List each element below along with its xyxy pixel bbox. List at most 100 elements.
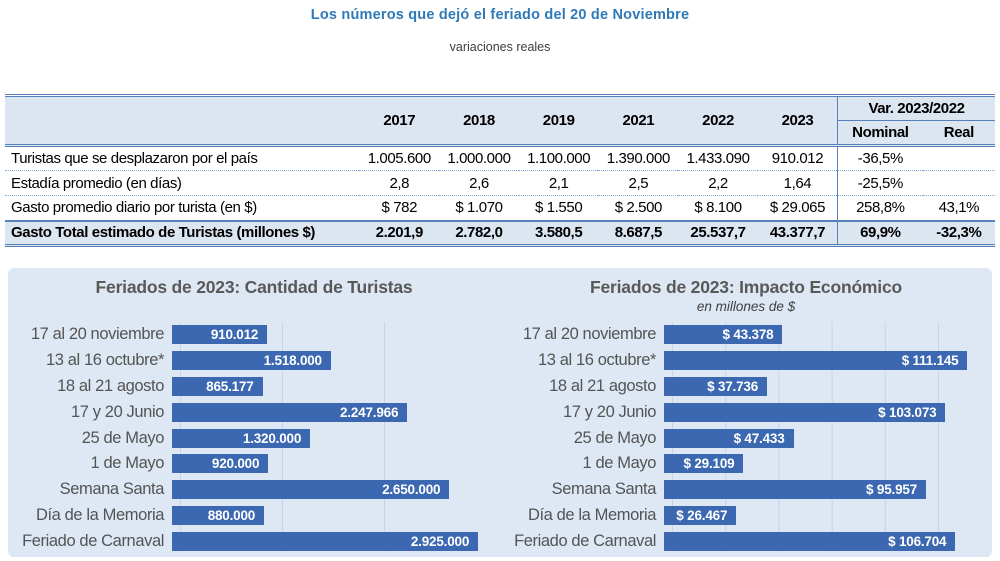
bar-value-label: 2.650.000 <box>382 482 441 498</box>
chart-rows: 17 al 20 noviembre 910.012 13 al 16 octu… <box>8 322 500 554</box>
cell-value: 43,1% <box>922 195 995 221</box>
cell-value: 2.201,9 <box>359 219 440 247</box>
category-label: Día de la Memoria <box>527 505 656 524</box>
chart-row: 13 al 16 octubre* $ 111.145 <box>500 348 992 374</box>
bar-value-label: $ 37.736 <box>707 378 759 394</box>
bar-track: 880.000 <box>172 505 486 525</box>
bar-value-label: 920.000 <box>211 456 260 472</box>
bar-track: $ 111.145 <box>664 351 978 371</box>
bar-track: $ 106.704 <box>664 531 978 551</box>
row-label: Turistas que se desplazaron por el país <box>5 145 360 171</box>
chart-row: 18 al 21 agosto 865.177 <box>8 374 500 400</box>
bar-track: $ 103.073 <box>664 402 978 422</box>
bar: 865.177 <box>172 376 263 396</box>
bar: $ 43.378 <box>664 325 783 345</box>
chart-row: Día de la Memoria $ 26.467 <box>500 503 992 529</box>
bar-track: $ 37.736 <box>664 376 978 396</box>
cell-value <box>922 145 995 171</box>
chart-row: 13 al 16 octubre* 1.518.000 <box>8 348 500 374</box>
category-label: 17 al 20 noviembre <box>30 325 165 344</box>
bar-track: $ 29.109 <box>664 454 978 474</box>
bar-value-label: 1.320.000 <box>242 430 302 446</box>
bar-value-label: 2.247.966 <box>340 404 399 420</box>
bar-track: $ 26.467 <box>664 505 978 525</box>
table-row: Estadía promedio (en días) 2,8 2,6 2,1 2… <box>5 170 995 196</box>
chart-row: 18 al 21 agosto $ 37.736 <box>500 374 992 400</box>
var-subheader-nominal: Nominal <box>837 120 923 147</box>
bar: $ 26.467 <box>664 505 737 525</box>
table-row: Gasto promedio diario por turista (en $)… <box>5 195 995 221</box>
year-header-2017: 2017 <box>359 94 440 147</box>
bar-track: 1.518.000 <box>172 351 486 371</box>
bar-value-label: $ 111.145 <box>901 353 959 369</box>
bar-track: 920.000 <box>172 454 486 474</box>
chart-economic-impact: Feriados de 2023: Impacto Económico en m… <box>500 277 992 557</box>
bar: $ 47.433 <box>664 428 794 448</box>
chart-row: Feriado de Carnaval $ 106.704 <box>500 528 992 554</box>
cell-value: 1.390.000 <box>598 145 679 171</box>
cell-value: 3.580,5 <box>518 219 599 247</box>
cell-value: 1.000.000 <box>439 145 519 171</box>
var-group-header: Var. 2023/2022 <box>837 94 995 121</box>
bar-value-label: $ 95.957 <box>866 482 917 498</box>
cell-value: 1.005.600 <box>359 145 440 171</box>
year-header-2019: 2019 <box>518 94 599 147</box>
row-label: Gasto promedio diario por turista (en $) <box>5 195 360 221</box>
category-label: Semana Santa <box>551 480 657 499</box>
bar-value-label: 910.012 <box>210 327 259 343</box>
cell-value: 2,8 <box>359 170 440 196</box>
page-title: Los números que dejó el feriado del 20 d… <box>310 7 690 23</box>
category-label: 17 al 20 noviembre <box>522 325 657 344</box>
cell-value <box>922 170 995 196</box>
bar-value-label: 2.925.000 <box>410 533 470 549</box>
row-label: Estadía promedio (en días) <box>5 170 360 196</box>
chart-title: Feriados de 2023: Cantidad de Turistas <box>95 277 413 297</box>
cell-value: 258,8% <box>837 195 923 221</box>
bar-value-label: $ 47.433 <box>733 430 785 446</box>
chart-row: 17 al 20 noviembre $ 43.378 <box>500 322 992 348</box>
year-header-2023: 2023 <box>757 94 838 147</box>
bar: 1.518.000 <box>172 351 331 371</box>
cell-value: 43.377,7 <box>757 219 838 247</box>
bar-value-label: $ 43.378 <box>722 327 774 343</box>
bar: 2.925.000 <box>172 531 479 551</box>
category-label: 13 al 16 octubre* <box>46 351 164 370</box>
bar-track: 910.012 <box>172 325 486 345</box>
bar: 920.000 <box>172 454 269 474</box>
bar-track: 865.177 <box>172 376 486 396</box>
cell-value: $ 1.550 <box>518 195 599 221</box>
bar-value-label: 1.518.000 <box>263 353 322 369</box>
bar: 1.320.000 <box>172 428 311 448</box>
chart-rows: 17 al 20 noviembre $ 43.378 13 al 16 oct… <box>500 322 992 554</box>
category-label: 1 de Mayo <box>582 454 657 473</box>
var-subheader-real: Real <box>922 120 995 147</box>
cell-value: $ 8.100 <box>678 195 758 221</box>
chart-row: Día de la Memoria 880.000 <box>8 503 500 529</box>
bar-track: 2.247.966 <box>172 402 486 422</box>
category-label: 13 al 16 octubre* <box>538 351 656 370</box>
cell-value: $ 2.500 <box>598 195 679 221</box>
bar: $ 37.736 <box>664 376 768 396</box>
bar: $ 103.073 <box>664 402 946 422</box>
bar: 910.012 <box>172 325 268 345</box>
cell-value: $ 29.065 <box>757 195 838 221</box>
chart-row: 1 de Mayo $ 29.109 <box>500 451 992 477</box>
cell-value: -32,3% <box>922 219 995 247</box>
bar: $ 106.704 <box>664 531 956 551</box>
cell-value: 2.782,0 <box>439 219 519 247</box>
chart-row: 17 y 20 Junio $ 103.073 <box>500 399 992 425</box>
category-label: 17 y 20 Junio <box>563 402 656 421</box>
cell-value: 8.687,5 <box>598 219 679 247</box>
bar-value-label: $ 26.467 <box>676 507 728 523</box>
cell-value: -25,5% <box>837 170 923 196</box>
bar-value-label: 865.177 <box>206 378 254 394</box>
year-header-2021: 2021 <box>598 94 679 147</box>
cell-value: $ 1.070 <box>439 195 519 221</box>
chart-row: 1 de Mayo 920.000 <box>8 451 500 477</box>
cell-value: 2,1 <box>518 170 599 196</box>
cell-value: $ 782 <box>359 195 440 221</box>
cell-value: 1,64 <box>757 170 838 196</box>
category-label: 1 de Mayo <box>90 454 165 473</box>
chart-row: Semana Santa 2.650.000 <box>8 477 500 503</box>
category-label: Feriado de Carnaval <box>514 531 656 550</box>
